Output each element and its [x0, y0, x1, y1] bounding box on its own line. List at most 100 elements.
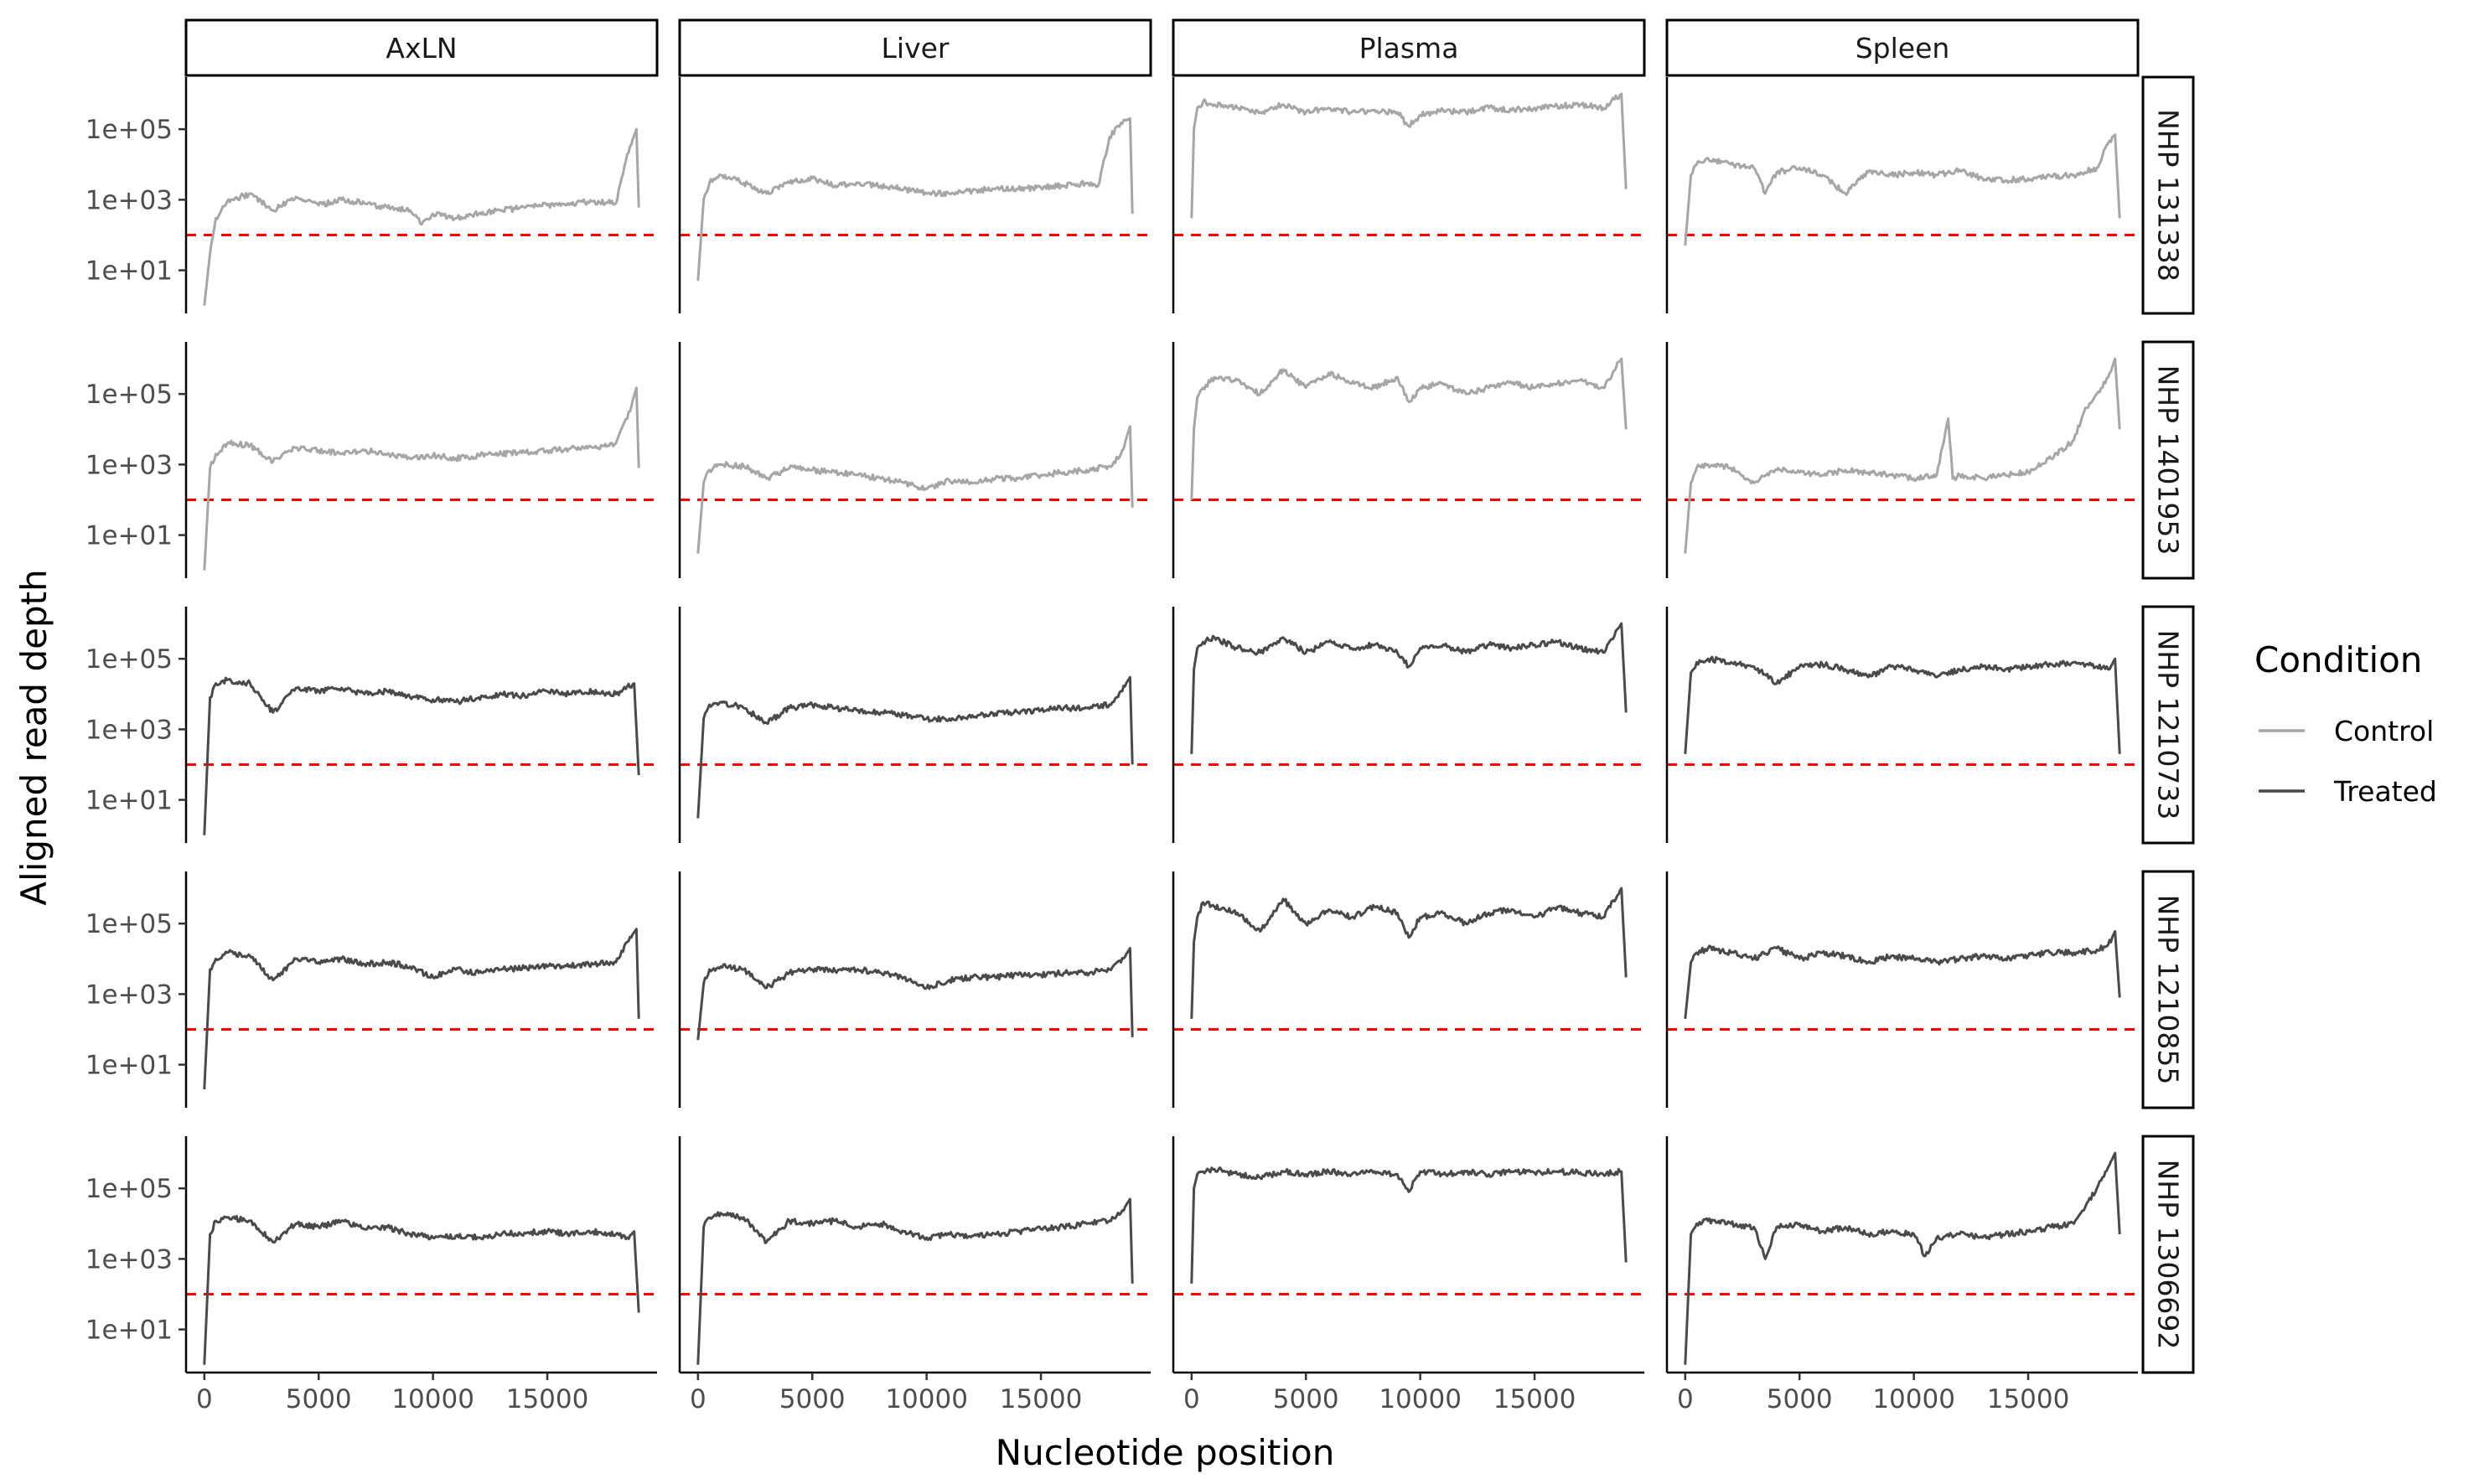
legend-label: Control	[2334, 715, 2434, 747]
x-tick-label: 10000	[1379, 1384, 1462, 1414]
panel	[1173, 622, 1644, 766]
panel	[1667, 133, 2138, 246]
panel	[680, 675, 1151, 819]
coverage-series	[203, 1214, 640, 1365]
y-tick-label: 1e+03	[85, 450, 173, 480]
row-strips: NHP 131338 NHP 1401953 NHP 1210733 NHP 1210…	[2141, 75, 2195, 1374]
coverage-series	[696, 117, 1134, 282]
column-strip-label: Plasma	[1359, 32, 1459, 65]
panel	[1667, 1151, 2138, 1365]
legend-label: Treated	[2333, 775, 2437, 808]
row-strip-box	[2141, 340, 2195, 580]
x-tick-label: 10000	[885, 1384, 968, 1414]
coverage-series	[696, 947, 1134, 1041]
row-strip-label: NHP 1210733	[2152, 630, 2185, 820]
y-tick-label: 1e+01	[85, 256, 173, 287]
x-tick-label: 10000	[391, 1384, 474, 1414]
row-strip-label: NHP 131338	[2152, 109, 2185, 282]
y-tick-label: 1e+01	[85, 786, 173, 816]
row-strip-box	[2141, 870, 2195, 1109]
column-strips: AxLN Liver Plasma Spleen	[184, 18, 2140, 77]
x-tick-label: 5000	[1273, 1384, 1339, 1414]
coverage-series	[1190, 622, 1628, 754]
y-tick-label: 1e+05	[85, 909, 173, 939]
coverage-series	[1684, 357, 2121, 554]
column-strip-box	[184, 18, 659, 77]
y-tick-label: 1e+05	[85, 1174, 173, 1204]
coverage-series	[696, 425, 1134, 554]
row-strip-box	[2141, 75, 2195, 315]
column-strip-box	[678, 18, 1152, 77]
panel	[1667, 655, 2138, 766]
y-tick-label: 1e+03	[85, 715, 173, 745]
y-tick-label: 1e+03	[85, 1244, 173, 1275]
x-tick-label: 10000	[1872, 1384, 1955, 1414]
panels-layer	[186, 92, 2138, 1365]
coverage-series	[1190, 887, 1628, 1019]
panel	[680, 947, 1151, 1041]
y-tick-label: 1e+05	[85, 644, 173, 675]
panel	[680, 1197, 1151, 1365]
y-tick-label: 1e+01	[85, 1051, 173, 1081]
column-strip-box	[1665, 18, 2140, 77]
legend: Condition Control Treated	[2254, 639, 2437, 808]
panel	[1667, 930, 2138, 1031]
y-tick-label: 1e+05	[85, 115, 173, 145]
x-tick-label: 0	[196, 1384, 213, 1414]
column-strip-label: Liver	[882, 32, 950, 65]
row-strip-label: NHP 1306692	[2152, 1160, 2185, 1350]
x-tick-label: 15000	[506, 1384, 589, 1414]
legend-items: Control Treated	[2259, 715, 2437, 808]
coverage-series	[203, 127, 640, 306]
coverage-series	[696, 1197, 1134, 1365]
coverage-series	[1190, 92, 1628, 219]
coverage-series	[1190, 357, 1628, 500]
panel	[680, 425, 1151, 554]
y-tick-label: 1e+05	[85, 380, 173, 410]
panel	[1173, 1166, 1644, 1295]
panel	[186, 928, 657, 1090]
panel	[186, 386, 657, 571]
row-strip-box	[2141, 1135, 2195, 1374]
coverage-series	[1684, 1151, 2121, 1365]
coverage-series	[1190, 1166, 1628, 1284]
x-tick-label: 5000	[1767, 1384, 1833, 1414]
x-tick-label: 0	[690, 1384, 706, 1414]
y-tick-label: 1e+03	[85, 185, 173, 215]
panel	[680, 117, 1151, 282]
legend-title: Condition	[2254, 639, 2422, 680]
y-tick-label: 1e+01	[85, 1316, 173, 1346]
panel	[1173, 92, 1644, 236]
row-strip-label: NHP 1401953	[2152, 365, 2185, 556]
y-tick-label: 1e+01	[85, 521, 173, 551]
y-axis-title: Aligned read depth	[13, 569, 54, 905]
x-tick-label: 5000	[286, 1384, 352, 1414]
coverage-series	[203, 676, 640, 835]
x-tick-label: 0	[1677, 1384, 1694, 1414]
x-tick-label: 15000	[1987, 1384, 2070, 1414]
x-axis-title: Nucleotide position	[996, 1432, 1335, 1473]
row-strip-box	[2141, 605, 2195, 845]
panel	[186, 127, 657, 306]
y-tick-label: 1e+03	[85, 980, 173, 1010]
coverage-series	[1684, 655, 2121, 754]
panel	[1173, 887, 1644, 1031]
coverage-series	[696, 675, 1134, 819]
column-strip-box	[1172, 18, 1646, 77]
panel	[1173, 357, 1644, 501]
x-tick-label: 5000	[779, 1384, 846, 1414]
coverage-series	[203, 386, 640, 571]
panel	[186, 1214, 657, 1365]
panel	[1667, 357, 2138, 554]
x-tick-label: 0	[1183, 1384, 1200, 1414]
row-strip-label: NHP 1210855	[2152, 895, 2185, 1085]
coverage-series	[1684, 133, 2121, 246]
column-strip-label: AxLN	[386, 32, 457, 65]
x-tick-label: 15000	[1000, 1384, 1083, 1414]
coverage-series	[1684, 930, 2121, 1019]
coverage-series	[203, 928, 640, 1090]
column-strip-label: Spleen	[1856, 32, 1950, 65]
axes-layer: 1e+01 1e+03 1e+05 1e+01 1e+03 1e+05 1e+01 1e+03…	[85, 77, 2138, 1414]
